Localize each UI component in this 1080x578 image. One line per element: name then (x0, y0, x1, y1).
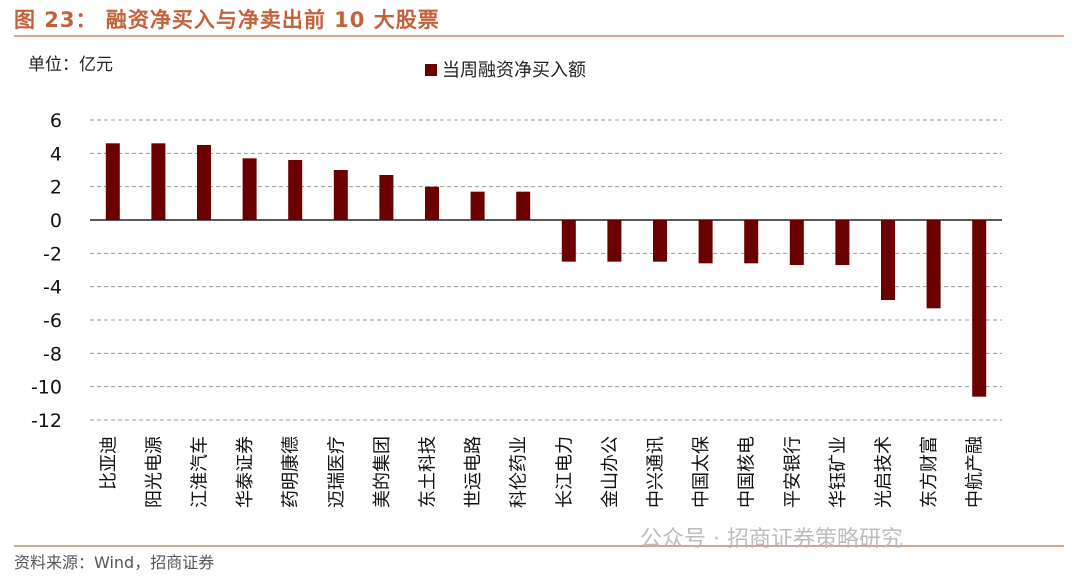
gridlines (90, 119, 1002, 421)
y-tick-label: -8 (43, 343, 62, 365)
bar (561, 220, 576, 262)
bars (105, 143, 987, 397)
x-tick-label: 长江电力 (554, 436, 575, 508)
bar (926, 220, 941, 309)
bar (789, 220, 804, 265)
unit-label: 单位：亿元 (28, 55, 113, 75)
x-axis-labels: 比亚迪 阳光电源 江淮汽车 华泰证券 药明康德 迈瑞医疗 美的集团 东土科技 世运电路 科伦药业 长… (98, 436, 985, 508)
bar (972, 220, 987, 397)
y-tick-label: -2 (43, 243, 62, 265)
x-tick-label: 东方财富 (919, 436, 940, 508)
watermark: 公众号 · 招商证券策略研究 (640, 527, 903, 552)
bar (105, 143, 120, 220)
bar (516, 191, 531, 220)
x-tick-label: 光启技术 (874, 436, 895, 508)
legend-label: 当周融资净买入额 (442, 60, 586, 81)
bar (607, 220, 622, 262)
bar (333, 170, 348, 220)
x-tick-label: 中国核电 (737, 436, 758, 508)
bar-chart: 6 4 2 0 -2 -4 -6 -8 -10 -12 比亚迪 阳光电源 江淮汽车 华泰证券 药明康德 迈瑞… (31, 60, 1002, 508)
bar (470, 191, 485, 220)
x-tick-label: 东土科技 (418, 436, 439, 508)
x-tick-label: 金山办公 (600, 436, 621, 508)
x-tick-label: 世运电路 (463, 436, 484, 508)
x-tick-label: 中航产融 (965, 436, 986, 508)
bar (425, 186, 439, 220)
y-tick-label: 2 (50, 177, 62, 199)
x-tick-label: 比亚迪 (98, 436, 119, 490)
x-tick-label: 药明康德 (281, 436, 302, 508)
bar (288, 160, 303, 220)
bar (744, 220, 759, 264)
x-tick-label: 迈瑞医疗 (326, 436, 347, 508)
y-tick-label: 0 (50, 210, 62, 232)
source-note: 资料来源：Wind，招商证券 (14, 553, 215, 572)
bar (881, 220, 895, 300)
y-tick-label: -12 (31, 410, 62, 432)
x-tick-label: 阳光电源 (144, 436, 165, 508)
bar (242, 158, 257, 220)
bar (379, 175, 394, 220)
x-tick-label: 中兴通讯 (646, 436, 667, 508)
x-tick-label: 平安银行 (782, 436, 803, 508)
y-tick-label: -4 (43, 277, 62, 299)
footer-divider (14, 545, 1064, 547)
x-tick-label: 科伦药业 (509, 436, 530, 508)
y-tick-label: -10 (31, 377, 62, 399)
bar (698, 220, 713, 264)
y-tick-label: 4 (50, 143, 62, 165)
y-axis-ticks: 6 4 2 0 -2 -4 -6 -8 -10 -12 (31, 110, 62, 432)
legend: 当周融资净买入额 (425, 60, 586, 81)
x-tick-label: 华钰矿业 (828, 436, 849, 508)
legend-swatch (425, 64, 437, 76)
bar (197, 145, 211, 220)
x-tick-label: 江淮汽车 (190, 436, 211, 508)
y-tick-label: -6 (43, 310, 62, 332)
figure-title: 图 23： 融资净买入与净卖出前 10 大股票 (14, 8, 440, 32)
title-divider (14, 35, 1064, 37)
bar (835, 220, 850, 265)
bar (653, 220, 667, 262)
x-tick-label: 中国太保 (691, 436, 712, 508)
bar (151, 143, 166, 220)
y-tick-label: 6 (50, 110, 62, 132)
x-tick-label: 华泰证券 (235, 436, 256, 508)
x-tick-label: 美的集团 (372, 436, 393, 508)
